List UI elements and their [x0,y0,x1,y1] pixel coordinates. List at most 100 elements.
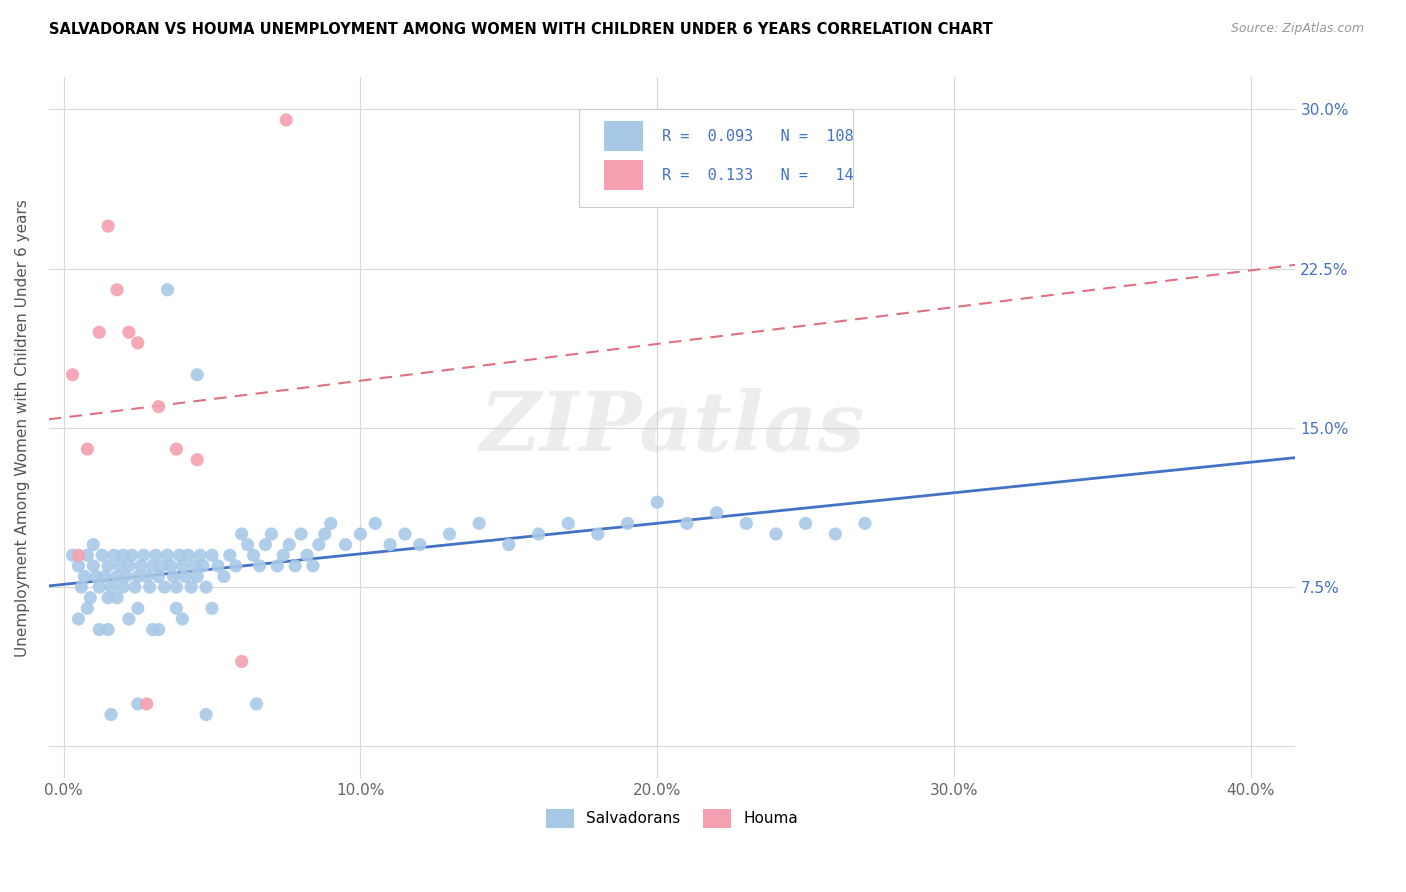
Point [115,569,138,583]
Point [89,326,111,340]
Point [172,558,194,573]
Y-axis label: Unemployment Among Women with Children Under 6 years: Unemployment Among Women with Children U… [15,199,30,657]
Point [153,580,176,594]
Point [84,569,107,583]
Point [314,527,336,541]
FancyBboxPatch shape [579,109,853,207]
Point [76,548,98,562]
Point [91,548,114,562]
FancyBboxPatch shape [603,121,644,151]
Point [394,527,416,541]
Point [260,527,283,541]
Point [172,612,194,626]
Point [70,580,93,594]
Point [62,368,84,382]
Point [177,548,200,562]
Point [676,516,699,531]
Point [135,569,157,583]
Point [94,569,117,583]
Point [290,527,312,541]
Point [195,707,218,722]
Point [127,697,149,711]
Legend: Salvadorans, Houma: Salvadorans, Houma [540,803,804,834]
Point [527,527,550,541]
Point [127,335,149,350]
Point [284,558,307,573]
Point [853,516,876,531]
Point [231,655,253,669]
Point [242,548,264,562]
Point [468,516,491,531]
Point [174,569,197,583]
Point [97,623,120,637]
Point [79,591,101,605]
Point [188,548,211,562]
Point [186,368,208,382]
Point [135,697,157,711]
Point [302,558,325,573]
Point [105,591,128,605]
Point [254,538,277,552]
Point [225,558,247,573]
Point [207,558,229,573]
Point [824,527,846,541]
Point [218,548,240,562]
Point [100,707,122,722]
Point [62,548,84,562]
Point [105,569,128,583]
Point [76,601,98,615]
Point [295,548,318,562]
Point [145,548,167,562]
Point [180,580,202,594]
Point [349,527,371,541]
Point [103,548,125,562]
Point [409,538,432,552]
Point [111,580,134,594]
Point [76,442,98,456]
Point [89,580,111,594]
Point [148,569,170,583]
Point [138,580,160,594]
Point [266,558,288,573]
Point [127,569,149,583]
Point [735,516,758,531]
Point [73,569,96,583]
Point [439,527,461,541]
Point [231,527,253,541]
Point [249,558,271,573]
Point [132,548,155,562]
Point [236,538,259,552]
Point [271,548,294,562]
Point [129,558,152,573]
Text: R =  0.093   N =  108: R = 0.093 N = 108 [662,128,853,144]
Point [616,516,638,531]
Point [156,548,179,562]
Point [142,558,165,573]
Point [108,558,131,573]
Point [82,538,104,552]
Point [765,527,787,541]
Point [162,569,184,583]
Point [335,538,357,552]
Point [245,697,267,711]
Point [97,591,120,605]
Text: SALVADORAN VS HOUMA UNEMPLOYMENT AMONG WOMEN WITH CHILDREN UNDER 6 YEARS CORRELA: SALVADORAN VS HOUMA UNEMPLOYMENT AMONG W… [49,22,993,37]
Point [308,538,330,552]
Point [165,601,187,615]
Point [97,558,120,573]
Point [165,580,187,594]
Point [278,538,301,552]
Point [100,580,122,594]
Point [105,283,128,297]
Point [586,527,609,541]
Point [121,548,143,562]
Point [276,112,298,127]
Point [111,548,134,562]
Point [142,623,165,637]
Point [186,569,208,583]
Point [364,516,387,531]
Point [156,283,179,297]
Point [498,538,520,552]
Point [191,558,214,573]
Point [645,495,668,509]
